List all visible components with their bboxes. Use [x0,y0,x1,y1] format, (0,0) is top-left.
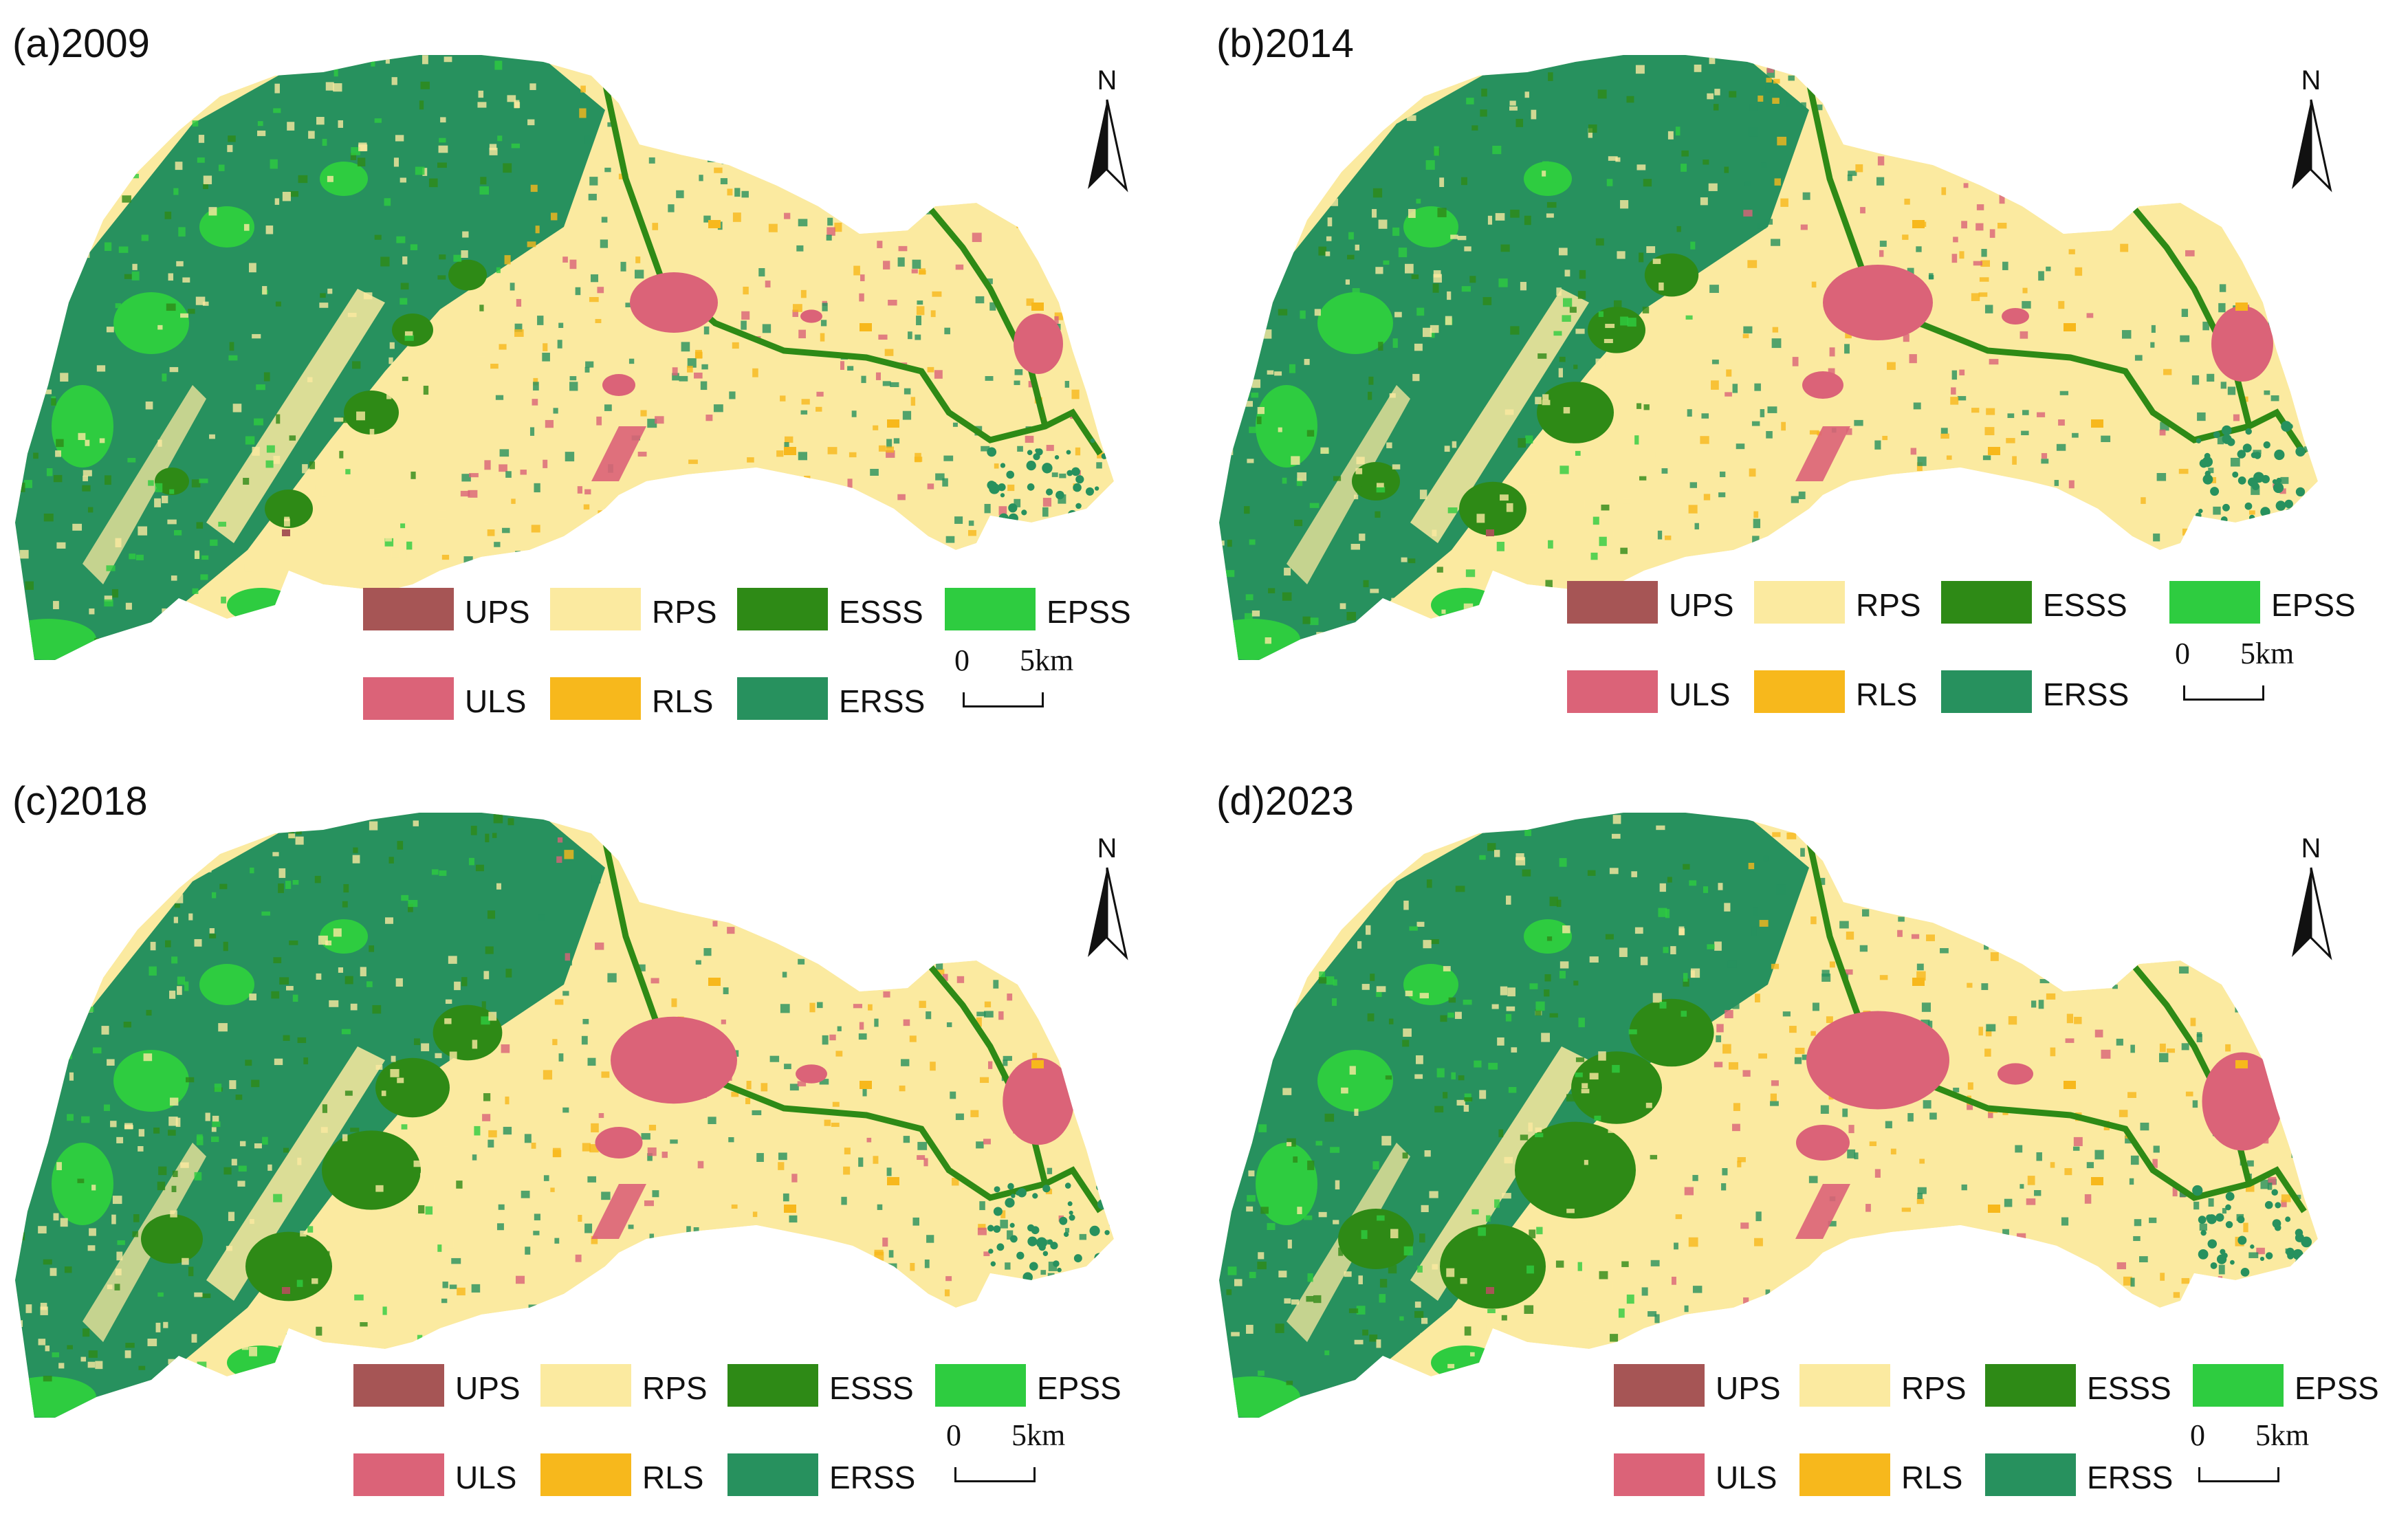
legend-swatch [727,1453,818,1496]
legend-label: ESSS [2043,587,2127,623]
north-label: N [2301,65,2321,96]
legend-swatch [737,677,828,720]
legend-label: EPSS [1037,1370,1121,1406]
legend-swatch [1985,1364,2076,1407]
legend-swatch [1799,1364,1890,1407]
legend-label: UPS [1716,1370,1781,1406]
legend-label: RPS [652,594,717,630]
north-arrow: N [1080,65,1135,193]
scale-bar-line [2198,1467,2279,1482]
legend-swatch [363,588,454,630]
legend-swatch [2193,1364,2284,1407]
land-use-map [1219,55,2318,660]
legend-swatch [945,588,1036,630]
legend-label: ERSS [2087,1460,2174,1495]
legend-label: ERSS [839,683,926,719]
legend-label: EPSS [1047,594,1131,630]
legend-label: UPS [1669,587,1734,623]
scale-max-label: 5km [2255,1418,2310,1452]
north-label: N [1097,833,1117,864]
legend-swatch [540,1453,631,1496]
legend-label: RPS [1901,1370,1967,1406]
scale-max-label: 5km [2240,637,2295,670]
north-arrow-icon [1088,99,1128,193]
scale-zero-label: 0 [954,644,970,677]
scale-bar: 0 5km [2190,1418,2314,1493]
legend-label: ULS [465,683,527,719]
scale-zero-label: 0 [946,1418,961,1452]
legend-label: RPS [642,1370,708,1406]
legend-swatch [935,1364,1026,1407]
north-arrow-icon [2292,99,2332,193]
legend-label: RPS [1856,587,1921,623]
legend-swatch [2169,581,2260,624]
legend-swatch [1941,670,2032,713]
map-panel-2014: (b)2014 N UPS RPS ESSS EPSS ULS RLS ERSS… [1204,0,2408,758]
legend-swatch [1941,581,2032,624]
land-use-map [15,813,1114,1418]
scale-bar: 0 5km [946,1418,1070,1493]
land-use-map [15,55,1114,660]
legend-swatch [1799,1453,1890,1496]
legend-swatch [737,588,828,630]
legend-label: UPS [455,1370,521,1406]
legend-swatch [1614,1364,1705,1407]
legend-swatch [550,677,641,720]
legend-label: ESSS [829,1370,914,1406]
legend-label: ULS [1669,677,1731,712]
panel-title: (c)2018 [12,779,148,824]
legend-swatch [1567,670,1658,713]
legend-swatch [1614,1453,1705,1496]
map-panel-2009: (a)2009 N UPS RPS ESSS EPSS ULS RLS ERSS… [0,0,1204,758]
panel-title: (b)2014 [1216,21,1354,66]
scale-bar-line [963,692,1044,707]
north-arrow: N [2284,833,2339,960]
map-panel-2023: (d)2023 N UPS RPS ESSS EPSS ULS RLS ERSS… [1204,758,2408,1515]
scale-zero-label: 0 [2190,1418,2205,1452]
scale-bar-line [954,1467,1036,1482]
legend-swatch [540,1364,631,1407]
legend-label: EPSS [2271,587,2356,623]
legend-label: RLS [1901,1460,1963,1495]
land-use-map [1219,813,2318,1418]
panel-title: (d)2023 [1216,779,1354,824]
legend-label: RLS [652,683,714,719]
map-panel-2018: (c)2018 N UPS RPS ESSS EPSS ULS RLS ERSS… [0,758,1204,1515]
scale-bar: 0 5km [2175,636,2299,712]
north-label: N [1097,65,1117,96]
legend-swatch [1985,1453,2076,1496]
panel-title: (a)2009 [12,21,150,66]
legend-label: ULS [1716,1460,1777,1495]
legend-swatch [727,1364,818,1407]
scale-bar: 0 5km [954,643,1078,718]
north-arrow: N [2284,65,2339,193]
legend-swatch [1754,581,1845,624]
legend-label: RLS [642,1460,704,1495]
legend-swatch [1567,581,1658,624]
legend-label: ESSS [2087,1370,2171,1406]
north-arrow-icon [1088,867,1128,960]
scale-zero-label: 0 [2175,637,2190,670]
legend-label: EPSS [2295,1370,2379,1406]
scale-bar-line [2183,685,2264,701]
legend-label: ERSS [2043,677,2130,712]
legend-swatch [363,677,454,720]
legend-label: RLS [1856,677,1918,712]
scale-max-label: 5km [1011,1418,1066,1452]
legend-label: ULS [455,1460,517,1495]
legend-swatch [353,1453,444,1496]
legend-swatch [353,1364,444,1407]
north-arrow-icon [2292,867,2332,960]
legend-swatch [550,588,641,630]
north-arrow: N [1080,833,1135,960]
north-label: N [2301,833,2321,864]
scale-max-label: 5km [1020,644,1074,677]
legend-label: ESSS [839,594,923,630]
legend-swatch [1754,670,1845,713]
legend-label: ERSS [829,1460,916,1495]
legend-label: UPS [465,594,530,630]
